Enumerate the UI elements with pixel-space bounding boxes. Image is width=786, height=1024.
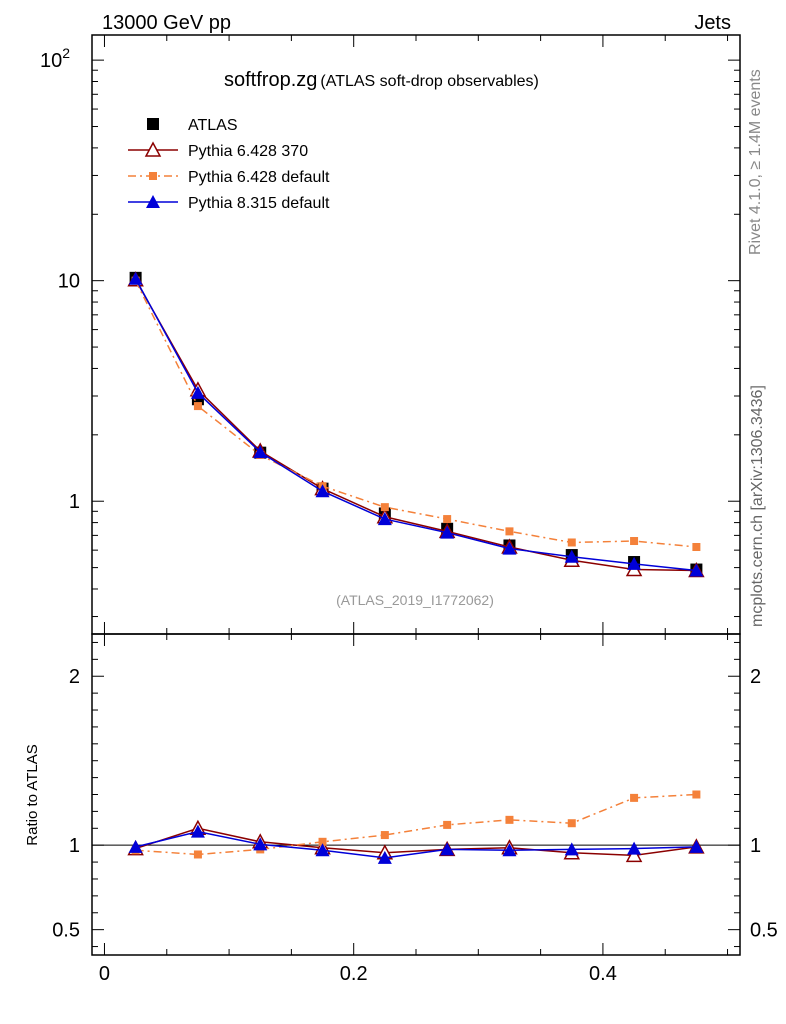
chart-subtitle: (ATLAS soft-drop observables)	[320, 73, 538, 90]
y-tick-label: 10	[58, 271, 80, 293]
chart-title: softfrop.zg (ATLAS soft-drop observables)	[224, 69, 539, 91]
ratio-point-pythia-8-315-default	[689, 839, 704, 853]
series-line-pythia-6-428-370	[134, 279, 697, 572]
header-right: Jets	[694, 12, 731, 34]
axis-ticks	[92, 35, 740, 955]
ratio-point-pythia-6-428-default	[692, 790, 701, 799]
ratio-y-tick-label: 1	[69, 835, 80, 857]
ratio-line-pythia-6-428-370	[135, 827, 697, 857]
ratio-y-tick-label: 2	[69, 666, 80, 688]
point-pythia-8-315-default	[190, 385, 205, 399]
ratio-point-pythia-8-315-default	[564, 842, 579, 856]
point-pythia-8-315-default	[377, 512, 392, 526]
ratio-point-pythia-8-315-default	[627, 841, 642, 855]
ratio-line-pythia-6-428-default	[135, 793, 697, 856]
ratio-y-tick-label: 0.5	[52, 920, 80, 942]
ratio-ylabel: Ratio to ATLAS	[24, 744, 41, 845]
point-pythia-6-428-default	[443, 515, 452, 524]
ratio-point-pythia-6-428-default	[193, 850, 202, 859]
rivet-label: Rivet 4.1.0, ≥ 1.4M events	[747, 69, 764, 255]
x-tick-label: 0.4	[589, 963, 617, 985]
point-pythia-8-315-default	[564, 549, 579, 563]
point-pythia-6-428-default	[567, 538, 576, 547]
ratio-y-tick-label-right: 0.5	[750, 920, 778, 942]
main-series	[127, 271, 705, 578]
ratio-point-pythia-8-315-default	[315, 843, 330, 857]
x-tick-label: 0	[99, 963, 110, 985]
legend-label-atlas: ATLAS	[188, 117, 238, 134]
ratio-point-pythia-8-315-default	[128, 839, 143, 853]
legend-marker-pythia-6-428-default	[149, 172, 157, 180]
ratio-point-pythia-6-428-default	[318, 837, 327, 846]
ratio-point-pythia-6-428-default	[380, 831, 389, 840]
series-line-pythia-6-428-default	[134, 280, 697, 548]
legend-marker-pythia-6-428-370	[144, 141, 162, 157]
ratio-y-tick-label-right: 1	[750, 835, 761, 857]
legend-label-pythia-6-428-370: Pythia 6.428 370	[188, 143, 308, 160]
ratio-point-pythia-8-315-default	[502, 843, 517, 857]
point-pythia-8-315-default	[689, 563, 704, 577]
point-pythia-8-315-default	[440, 525, 455, 539]
ratio-point-pythia-8-315-default	[377, 850, 392, 864]
point-pythia-6-428-default	[505, 527, 514, 536]
ratio-y-tick-label-right: 2	[750, 666, 761, 688]
legend-label-pythia-6-428-default: Pythia 6.428 default	[188, 169, 330, 186]
ratio-line-pythia-8-315-default	[135, 830, 697, 859]
legend-marker-atlas	[147, 118, 159, 130]
ratio-point-pythia-8-315-default	[190, 824, 205, 838]
point-pythia-8-315-default	[128, 271, 143, 285]
ratio-point-pythia-6-428-default	[567, 819, 576, 828]
tick-labels: 0 0.2 0.4 1 10 102 0.5 0.5 1 1 2 2	[40, 45, 778, 985]
ratio-point-pythia-6-428-default	[630, 793, 639, 802]
legend: ATLAS Pythia 6.428 370 Pythia 6.428 defaul…	[128, 117, 330, 212]
point-pythia-8-315-default	[315, 484, 330, 498]
chart-title-main: softfrop.zg	[224, 69, 317, 91]
point-pythia-8-315-default	[502, 541, 517, 555]
point-pythia-6-428-default	[692, 543, 701, 552]
y-tick-label: 1	[69, 491, 80, 513]
ratio-plot-frame	[91, 633, 741, 956]
analysis-label: (ATLAS_2019_I1772062)	[336, 592, 494, 608]
ratio-series	[127, 790, 705, 864]
header-left: 13000 GeV pp	[102, 12, 231, 34]
point-pythia-6-428-default	[380, 503, 389, 512]
ratio-point-pythia-8-315-default	[440, 842, 455, 856]
point-pythia-6-428-default	[193, 402, 202, 411]
y-tick-label: 102	[40, 45, 70, 72]
point-pythia-8-315-default	[253, 445, 268, 459]
point-pythia-8-315-default	[627, 556, 642, 570]
legend-label-pythia-8-315-default: Pythia 8.315 default	[188, 195, 330, 212]
point-pythia-6-428-default	[630, 537, 639, 546]
legend-marker-pythia-8-315-default	[146, 195, 160, 208]
ratio-point-pythia-6-428-default	[505, 815, 514, 824]
ratio-point-pythia-8-315-default	[253, 837, 268, 851]
series-line-pythia-8-315-default	[134, 278, 697, 572]
ratio-point-pythia-6-428-default	[443, 820, 452, 829]
mcplots-label: mcplots.cern.ch [arXiv:1306.3436]	[749, 385, 766, 627]
ratio-point-pythia-6-428-370	[625, 846, 643, 863]
x-tick-label: 0.2	[340, 963, 368, 985]
